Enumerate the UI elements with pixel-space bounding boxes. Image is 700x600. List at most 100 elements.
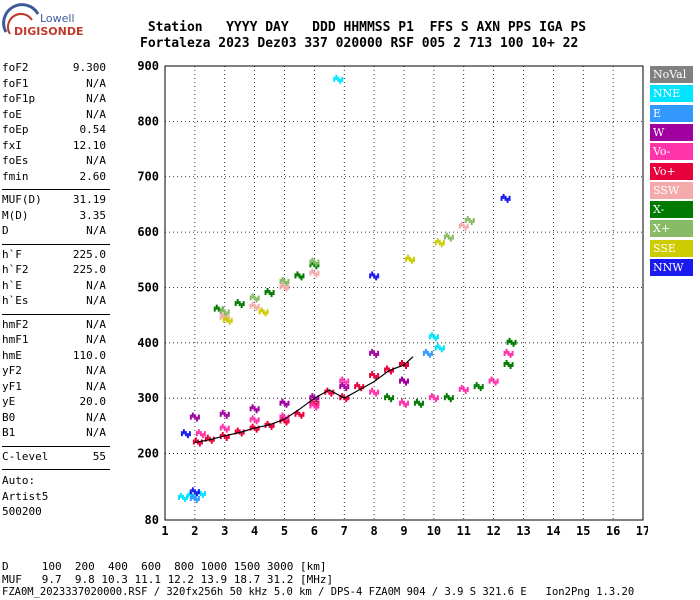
- data-point-x-: [238, 301, 241, 307]
- data-point-nnw: [369, 273, 372, 279]
- data-point-vo-: [197, 429, 200, 435]
- data-point-sse: [228, 319, 231, 325]
- data-point-vo-: [369, 373, 372, 379]
- data-point-vo-: [371, 387, 374, 393]
- legend-item-vo-: Vo+: [650, 162, 693, 180]
- y-tick-label: 800: [137, 114, 159, 128]
- logo: Lowell DIGISONDE: [2, 2, 83, 40]
- data-point-x-: [268, 290, 271, 295]
- data-point-vo-: [403, 400, 405, 406]
- data-point-x-: [514, 339, 517, 345]
- data-point-vo-: [405, 402, 407, 408]
- data-point-nnw: [184, 431, 187, 437]
- data-point-vo-: [375, 375, 378, 381]
- data-point-vo-: [270, 424, 273, 430]
- data-point-vo-: [317, 400, 320, 406]
- data-point-nnw: [182, 429, 185, 435]
- data-point-w: [287, 400, 290, 406]
- data-point-ssw: [253, 303, 256, 309]
- data-point-nne: [432, 334, 435, 340]
- data-point-vo-: [257, 417, 260, 423]
- data-point-ssw: [257, 303, 260, 309]
- param-row-yf1: yF1 N/A: [2, 380, 106, 396]
- data-point-x-: [300, 275, 303, 281]
- data-point-x-: [506, 339, 509, 345]
- data-point-w: [221, 409, 224, 415]
- data-point-vo-: [255, 419, 258, 425]
- data-point-vo-: [221, 431, 224, 437]
- data-point-vo-: [240, 431, 243, 437]
- data-point-vo-: [285, 420, 288, 426]
- data-point-x-: [470, 220, 473, 226]
- data-point-x-: [421, 400, 424, 406]
- data-point-ssw: [281, 282, 284, 288]
- y-tick-label: 900: [137, 59, 159, 73]
- param-value: N/A: [86, 317, 106, 331]
- data-point-vo-: [317, 403, 320, 409]
- data-point-sse: [440, 242, 443, 248]
- param-value: N/A: [86, 154, 106, 167]
- y-tick-label: 400: [137, 336, 159, 350]
- data-point-ssw: [279, 284, 282, 290]
- param-name: h`Es: [2, 294, 29, 307]
- data-point-vo-: [503, 350, 506, 356]
- param-row-fxi: fxI 12.10: [2, 139, 106, 155]
- data-point-vo-: [242, 429, 245, 435]
- x-tick-label: 2: [191, 524, 198, 538]
- data-point-x-: [221, 307, 224, 313]
- data-point-sse: [436, 238, 439, 244]
- param-value: 55: [92, 449, 106, 463]
- x-tick-label: 9: [400, 524, 407, 538]
- data-point-vo-: [311, 398, 314, 404]
- data-point-nne: [337, 76, 340, 82]
- data-point-sse: [442, 240, 445, 246]
- data-point-w: [249, 406, 252, 412]
- data-point-vo-: [283, 418, 286, 424]
- data-point-w: [195, 416, 198, 422]
- data-point-vo-: [198, 441, 201, 447]
- data-point-vo-: [375, 391, 378, 397]
- data-point-sse: [434, 240, 437, 246]
- data-point-x-: [313, 259, 316, 265]
- data-point-x-: [249, 295, 252, 301]
- data-point-x-: [309, 259, 312, 265]
- data-point-x-: [510, 339, 513, 345]
- data-point-nne: [436, 334, 439, 340]
- x-tick-label: 10: [427, 524, 441, 538]
- param-row-foep: foEp 0.54: [2, 123, 106, 139]
- param-name: yE: [2, 395, 16, 408]
- data-point-vo-: [488, 378, 491, 384]
- param-row-foe: foE N/A: [2, 108, 106, 124]
- data-point-w: [343, 384, 346, 390]
- data-point-vo-: [405, 363, 407, 369]
- logo-line1: Lowell: [40, 12, 75, 25]
- data-point-nne: [177, 494, 180, 500]
- x-tick-label: 14: [546, 524, 560, 538]
- data-point-w: [279, 400, 282, 406]
- data-point-x-: [473, 384, 476, 390]
- data-point-vo-: [272, 422, 275, 428]
- x-tick-label: 3: [221, 524, 228, 538]
- legend-item-ssw: SSW: [650, 181, 693, 199]
- data-point-vo-: [223, 433, 226, 439]
- data-point-vo-: [339, 395, 342, 401]
- data-point-x-: [302, 273, 305, 279]
- data-point-vo-: [511, 350, 514, 356]
- data-point-vo-: [505, 348, 508, 354]
- data-point-sse: [408, 256, 411, 262]
- data-point-w: [405, 380, 407, 386]
- parameter-group-profile: hmF2 N/A hmF1 N/A hmE 110.0 yF2 N/A yF1 N/A yE 20.0…: [2, 318, 110, 442]
- data-point-w: [219, 411, 222, 417]
- data-point-ssw: [317, 270, 320, 276]
- data-point-w: [403, 378, 405, 384]
- data-point-x-: [451, 395, 454, 401]
- data-point-w: [341, 382, 344, 388]
- data-point-x-: [298, 273, 301, 279]
- data-point-nnw: [195, 491, 198, 497]
- data-point-w: [257, 406, 260, 412]
- data-point-vo-: [283, 414, 286, 420]
- data-point-x-: [215, 304, 218, 310]
- data-point-vo-: [464, 388, 467, 394]
- data-point-x-: [445, 232, 448, 238]
- data-point-w: [315, 397, 318, 403]
